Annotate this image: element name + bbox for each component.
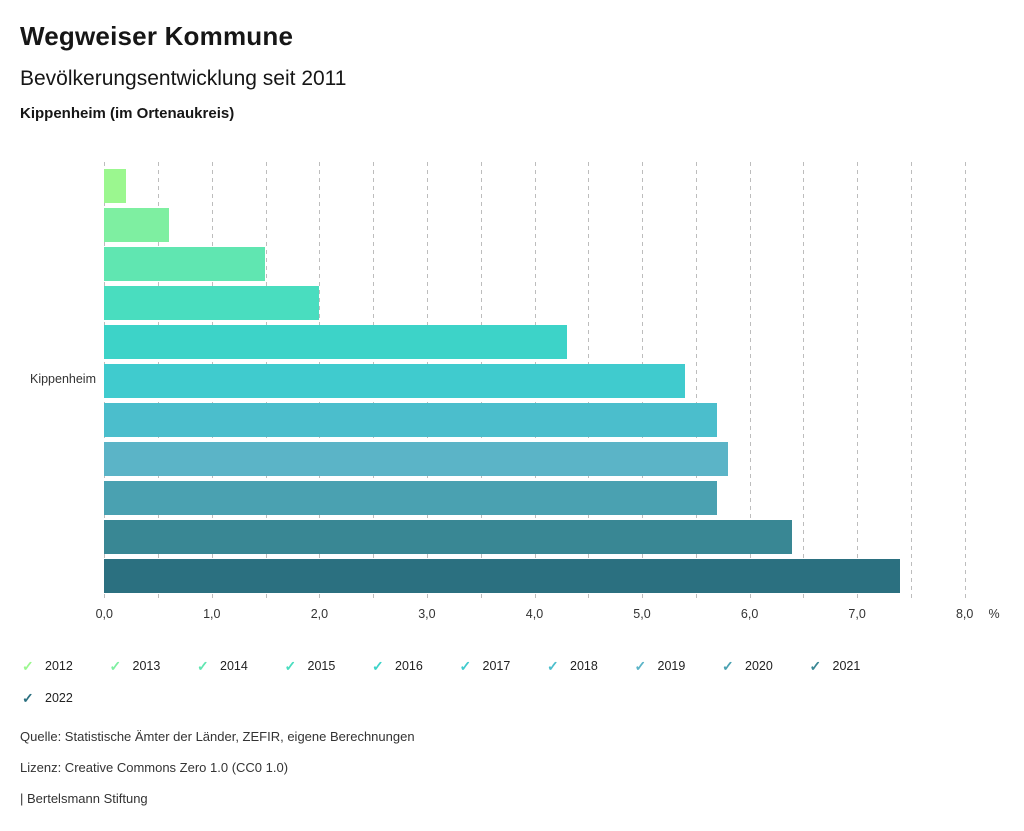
gridline bbox=[803, 162, 805, 600]
footer-license: Lizenz: Creative Commons Zero 1.0 (CC0 1… bbox=[20, 760, 289, 775]
legend-item-2018[interactable]: ✓ 2018 bbox=[547, 656, 598, 676]
bar-2019[interactable] bbox=[104, 442, 728, 476]
gridline bbox=[695, 162, 697, 600]
x-axis-tick-label: 8,0 bbox=[955, 607, 974, 621]
legend-item-label: 2014 bbox=[220, 659, 248, 673]
legend-item-label: 2016 bbox=[395, 659, 423, 673]
check-icon: ✓ bbox=[22, 690, 34, 706]
legend-item-label: 2013 bbox=[132, 659, 161, 673]
check-icon: ✓ bbox=[459, 658, 472, 674]
legend-item-label: 2017 bbox=[482, 659, 511, 673]
bar-2014[interactable] bbox=[104, 247, 266, 281]
gridline bbox=[964, 162, 966, 600]
check-icon: ✓ bbox=[197, 658, 209, 674]
bar-2021[interactable] bbox=[104, 520, 793, 554]
bar-2018[interactable] bbox=[104, 403, 717, 437]
legend-item-2016[interactable]: ✓ 2016 bbox=[372, 656, 423, 676]
x-axis-tick-label: 7,0 bbox=[848, 607, 866, 621]
legend-item-label: 2012 bbox=[45, 659, 73, 673]
legend-item-label: 2021 bbox=[832, 659, 861, 673]
footer-source: Quelle: Statistische Ämter der Länder, Z… bbox=[20, 729, 415, 744]
x-axis-tick-label: 0,0 bbox=[95, 607, 113, 621]
y-axis-category-label: Kippenheim bbox=[29, 372, 96, 386]
footer-brand: | Bertelsmann Stiftung bbox=[20, 791, 148, 806]
x-axis-unit-label: % bbox=[988, 607, 1000, 621]
legend-item-label: 2018 bbox=[570, 659, 598, 673]
check-icon: ✓ bbox=[372, 658, 384, 674]
legend: ✓ 2012 ✓ 2013 ✓ 2014 ✓ 2015 ✓ 2016 ✓ 2017 ✓ 2018 ✓ 2019… bbox=[0, 656, 1024, 720]
check-icon: ✓ bbox=[634, 658, 647, 674]
x-axis-tick-label: 5,0 bbox=[633, 607, 651, 621]
legend-item-label: 2015 bbox=[307, 659, 336, 673]
bar-2022[interactable] bbox=[104, 559, 900, 593]
gridline bbox=[749, 162, 751, 600]
plot-area: Kippenheim % 0,0 1,0 2,0 3,0 4,0 5,0 6,0 7,0 8,0 bbox=[0, 150, 1024, 630]
legend-item-2021[interactable]: ✓ 2021 bbox=[810, 656, 861, 676]
gridline bbox=[857, 162, 859, 600]
legend-item-2014[interactable]: ✓ 2014 bbox=[197, 656, 248, 676]
bar-2016[interactable] bbox=[104, 325, 567, 359]
chart-subtitle-region: Kippenheim (im Ortenaukreis) bbox=[20, 105, 235, 122]
check-icon: ✓ bbox=[809, 658, 822, 674]
x-axis-tick-label: 2,0 bbox=[310, 607, 329, 621]
page-title: Wegweiser Kommune bbox=[20, 21, 294, 51]
x-axis-tick-label: 4,0 bbox=[525, 607, 544, 621]
bar-2017[interactable] bbox=[104, 364, 685, 398]
legend-item-2020[interactable]: ✓ 2020 bbox=[722, 656, 773, 676]
chart-title: Bevölkerungsentwicklung seit 2011 bbox=[20, 67, 347, 90]
bar-2013[interactable] bbox=[104, 208, 169, 242]
x-axis-tick-label: 1,0 bbox=[203, 607, 221, 621]
check-icon: ✓ bbox=[547, 658, 559, 674]
x-axis-tick-label: 3,0 bbox=[418, 607, 436, 621]
check-icon: ✓ bbox=[109, 658, 122, 674]
bar-2015[interactable] bbox=[104, 286, 320, 320]
x-axis-tick-label: 6,0 bbox=[740, 607, 759, 621]
bar-2012[interactable] bbox=[104, 169, 126, 203]
legend-item-2015[interactable]: ✓ 2015 bbox=[285, 656, 336, 676]
legend-item-2012[interactable]: ✓ 2012 bbox=[22, 656, 73, 676]
gridline bbox=[910, 162, 912, 600]
legend-item-2022[interactable]: ✓ 2022 bbox=[22, 688, 73, 708]
legend-item-label: 2019 bbox=[657, 659, 686, 673]
check-icon: ✓ bbox=[284, 658, 297, 674]
check-icon: ✓ bbox=[22, 658, 34, 674]
bar-2020[interactable] bbox=[104, 481, 717, 515]
check-icon: ✓ bbox=[722, 658, 734, 674]
legend-item-2013[interactable]: ✓ 2013 bbox=[110, 656, 161, 676]
legend-item-label: 2022 bbox=[45, 691, 73, 705]
legend-item-2017[interactable]: ✓ 2017 bbox=[460, 656, 511, 676]
legend-item-2019[interactable]: ✓ 2019 bbox=[635, 656, 686, 676]
legend-item-label: 2020 bbox=[745, 659, 773, 673]
